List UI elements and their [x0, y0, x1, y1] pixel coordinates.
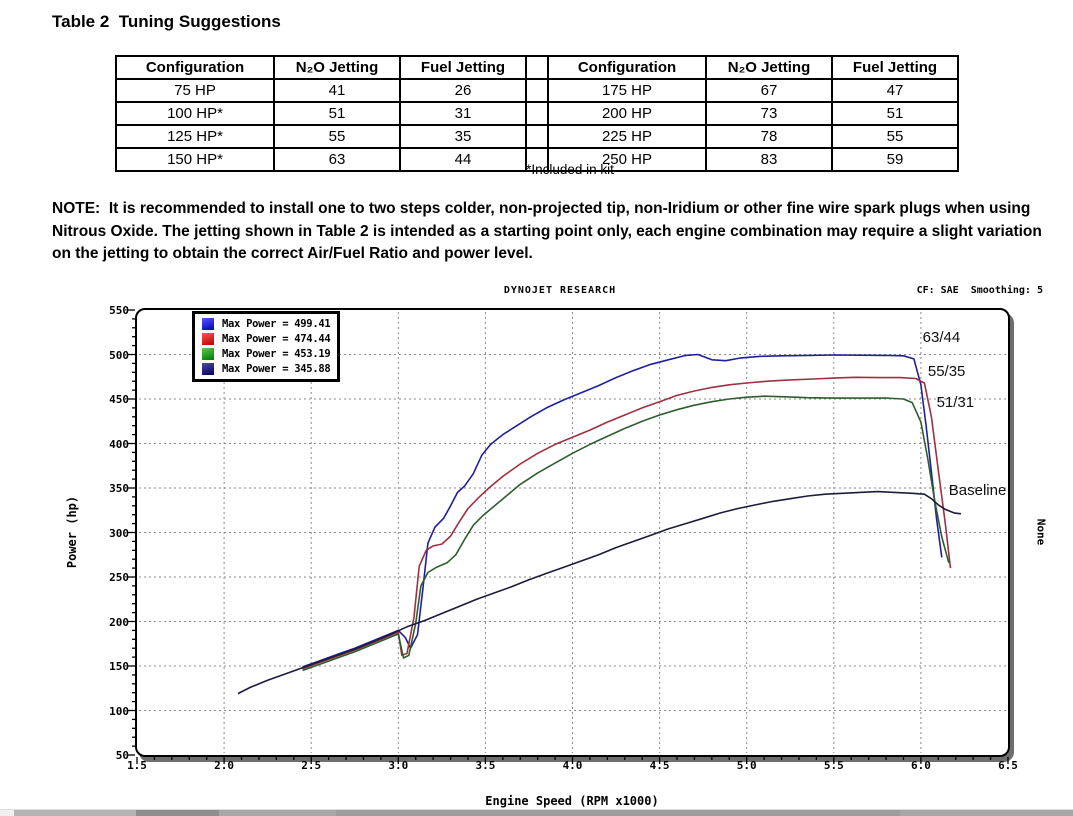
window-strip-segment — [0, 810, 14, 816]
table-row: 150 HP* 63 44 250 HP 83 59 — [115, 147, 959, 172]
table-cell: 100 HP* — [115, 101, 275, 126]
table-cell: 31 — [399, 101, 527, 126]
y-tick-label: 550 — [109, 304, 129, 317]
y-axis-label: Power (hp) — [65, 495, 79, 569]
x-tick-label: 5.0 — [736, 759, 757, 772]
x-tick-label: 6.5 — [998, 759, 1018, 772]
legend-row: Max Power = 499.41 — [202, 317, 331, 331]
table-cell: 73 — [705, 101, 833, 126]
legend-label: Max Power = 453.19 — [222, 348, 331, 360]
window-strip-segment — [136, 810, 219, 816]
x-tick-label: 2.0 — [214, 759, 235, 772]
x-tick-label: 6.0 — [910, 759, 931, 772]
table-spacer-cell — [525, 101, 549, 126]
window-strip-segment — [336, 810, 900, 816]
x-tick-label: 4.0 — [562, 759, 583, 772]
table-cell: 35 — [399, 124, 527, 149]
chart-title: DYNOJET RESEARCH — [503, 285, 617, 296]
x-tick-label: 3.5 — [475, 759, 496, 772]
table-cell: 125 HP* — [115, 124, 275, 149]
y-tick-label: 350 — [109, 482, 129, 495]
table-cell: 26 — [399, 78, 527, 103]
table-cell: 55 — [273, 124, 401, 149]
table-cell: 250 HP — [547, 147, 707, 172]
table-row: 75 HP 41 26 175 HP 67 47 — [115, 78, 959, 103]
legend-label: Max Power = 345.88 — [222, 363, 331, 375]
table-cell: 75 HP — [115, 78, 275, 103]
table-cell: 47 — [831, 78, 959, 103]
legend-swatch-icon — [202, 348, 214, 360]
table-spacer-cell — [525, 55, 549, 80]
table-header-cell: Fuel Jetting — [831, 55, 959, 80]
table-header-cell: Configuration — [547, 55, 707, 80]
table-row: 125 HP* 55 35 225 HP 78 55 — [115, 124, 959, 149]
x-axis-label: Engine Speed (RPM x1000) — [485, 794, 659, 808]
table-cell: 51 — [273, 101, 401, 126]
x-tick-label: 4.5 — [649, 759, 670, 772]
y-tick-label: 400 — [109, 437, 129, 451]
bottom-window-strip — [0, 809, 1073, 816]
legend-row: Max Power = 345.88 — [202, 362, 331, 376]
table-spacer-cell — [525, 147, 549, 172]
table-header-cell: N₂O Jetting — [273, 55, 401, 80]
table-cell: 63 — [273, 147, 401, 172]
window-strip-segment — [900, 810, 1073, 816]
table-cell: 83 — [705, 147, 833, 172]
y-tick-label: 150 — [109, 660, 129, 673]
legend-label: Max Power = 499.41 — [222, 318, 331, 330]
legend-label: Max Power = 474.44 — [222, 333, 331, 345]
table-header-cell: Fuel Jetting — [399, 55, 527, 80]
legend-row: Max Power = 474.44 — [202, 332, 331, 346]
table-cell: 44 — [399, 147, 527, 172]
x-tick-label: 5.5 — [823, 759, 844, 772]
x-tick-label: 2.5 — [301, 759, 322, 772]
table-header-cell: Configuration — [115, 55, 275, 80]
table-cell: 51 — [831, 101, 959, 126]
table-cell: 67 — [705, 78, 833, 103]
tuning-table: Configuration N₂O Jetting Fuel Jetting C… — [115, 55, 959, 172]
table-spacer-cell — [525, 78, 549, 103]
page-title: Table 2 Tuning Suggestions — [52, 12, 281, 31]
y-tick-label: 200 — [109, 615, 129, 629]
table-cell: 175 HP — [547, 78, 707, 103]
y-tick-label: 50 — [115, 749, 129, 762]
table-row: 100 HP* 51 31 200 HP 73 51 — [115, 101, 959, 126]
window-strip-segment — [14, 810, 136, 816]
table-spacer-cell — [525, 124, 549, 149]
table-cell: 150 HP* — [115, 147, 275, 172]
y-tick-label: 250 — [109, 571, 129, 584]
table-cell: 225 HP — [547, 124, 707, 149]
x-tick-label: 3.0 — [388, 759, 409, 772]
chart-legend: Max Power = 499.41 Max Power = 474.44 Max … — [192, 311, 341, 382]
table-cell: 200 HP — [547, 101, 707, 126]
table-header-row: Configuration N₂O Jetting Fuel Jetting C… — [115, 55, 959, 80]
legend-swatch-icon — [202, 333, 214, 345]
legend-row: Max Power = 453.19 — [202, 347, 331, 361]
legend-swatch-icon — [202, 363, 214, 375]
table-cell: 55 — [831, 124, 959, 149]
table-footnote: *Included in kit — [526, 162, 614, 177]
note-text: NOTE: It is recommended to install one t… — [52, 200, 1047, 262]
legend-swatch-icon — [202, 318, 214, 330]
window-strip-segment — [219, 810, 336, 816]
x-tick-label: 1.5 — [127, 759, 147, 772]
right-axis-label: None — [1034, 518, 1048, 546]
y-tick-label: 100 — [109, 704, 129, 718]
table-cell: 41 — [273, 78, 401, 103]
table-cell: 59 — [831, 147, 959, 172]
table-cell: 78 — [705, 124, 833, 149]
chart-corner-note: CF: SAE Smoothing: 5 — [916, 285, 1043, 296]
y-tick-label: 500 — [109, 348, 129, 362]
table-header-cell: N₂O Jetting — [705, 55, 833, 80]
y-tick-label: 300 — [109, 526, 129, 540]
y-tick-label: 450 — [109, 393, 129, 406]
